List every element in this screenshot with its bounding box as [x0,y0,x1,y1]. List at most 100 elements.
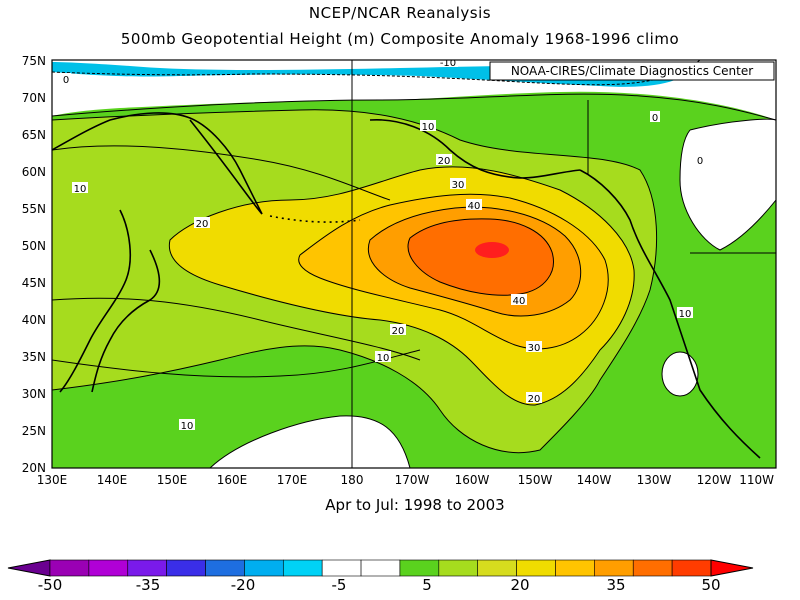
legend-label: 35 [606,576,625,594]
lon-label: 170E [277,473,308,487]
contour-label: 0 [697,156,703,167]
legend-swatch [399,559,440,577]
period-label: Apr to Jul: 1998 to 2003 [325,496,505,514]
contour-label: 10 [679,309,692,320]
legend-swatch [555,559,595,577]
contour-label: 0 [652,113,658,124]
lon-label: 160W [455,473,490,487]
color-legend [7,559,754,577]
coast-siberia [52,112,263,215]
coast-na-west [579,169,761,459]
legend-swatch [282,559,323,577]
legend-swatch [438,559,479,577]
legend-swatch [594,559,634,577]
contour-neg10 [52,60,701,86]
lon-label: 140E [97,473,128,487]
lat-label: 55N [22,202,46,216]
contour-0-blob [661,351,699,397]
map-frame [51,59,777,469]
lat-label: 65N [22,128,46,142]
fill-40-50 [408,218,554,296]
legend-swatch [710,559,754,577]
lat-label: 20N [22,461,46,475]
lat-label: 35N [22,350,46,364]
lon-label: 180 [341,473,364,487]
legend-swatch [88,559,129,577]
lat-label: 70N [22,91,46,105]
legend-swatch [244,559,284,577]
latitude-axis: 75N 70N 65N 60N 55N 50N 45N 40N 35N 30N … [22,54,46,475]
legend-label: 20 [510,576,529,594]
contour-40 [407,218,554,296]
contour-label: 30 [452,180,465,191]
contour-label: 20 [438,156,451,167]
fill-0-5-east [680,119,776,250]
legend-label: 5 [422,576,432,594]
legend-swatch [632,559,673,577]
contour-label: 40 [468,201,481,212]
legend-label: -5 [332,576,347,594]
credit-text: NOAA-CIRES/Climate Diagnostics Center [511,64,753,78]
fill-0-5-south [210,415,410,468]
fill-50-plus [475,242,509,258]
lon-label: 150W [518,473,553,487]
legend-labels: -50 -35 -20 -5 5 20 35 50 [38,576,721,594]
lon-label: 140W [577,473,612,487]
contour-15-north [52,145,391,201]
contour-0-south [209,415,411,468]
lon-label: 130W [637,473,672,487]
contour-label: 0 [63,75,69,86]
lat-label: 75N [22,54,46,68]
contour-label: 20 [392,326,405,337]
contour-label: 30 [528,343,541,354]
contour-label: 20 [196,219,209,230]
contour-20 [168,166,635,406]
contour-35 [367,206,582,317]
contour-30 [298,193,609,350]
lon-label: 110W [739,473,774,487]
contour-10 [52,109,658,454]
contour-label: 10 [181,421,194,432]
contour-label: 40 [513,296,526,307]
legend-swatch [321,559,362,577]
fill-0-5-blob [662,352,698,396]
legend-swatch [205,559,245,577]
lat-label: 25N [22,424,46,438]
contour-label: 10 [422,122,435,133]
chart-title: NCEP/NCAR Reanalysis [308,4,492,22]
legend-swatch [360,559,401,577]
legend-swatch [7,559,51,577]
lon-label: 170W [395,473,430,487]
contour-label: 10 [377,353,390,364]
coastlines [52,112,761,459]
lat-label: 40N [22,313,46,327]
contour-label: 20 [528,394,541,405]
lat-label: 50N [22,239,46,253]
legend-swatch [477,559,517,577]
contour-label: -10 [440,58,456,69]
coast-japan [91,249,161,393]
credit-box: NOAA-CIRES/Climate Diagnostics Center [489,61,775,81]
legend-swatch [166,559,206,577]
longitude-axis: 130E 140E 150E 160E 170E 180 170W 160W 1… [37,473,774,487]
legend-swatch [671,559,712,577]
map-fill-layer: 0 10 0 0 10 20 30 40 20 40 30 20 10 20 1… [52,58,776,468]
lat-label: 60N [22,165,46,179]
chart-subtitle: 500mb Geopotential Height (m) Composite … [120,30,680,48]
lon-label: 150E [157,473,188,487]
legend-label: -20 [231,576,256,594]
boundaries [351,60,776,468]
contour-15 [52,297,421,361]
contour-label-group: 0 10 0 0 10 20 30 40 20 40 30 20 10 20 1… [61,58,705,432]
coast-alaska [369,119,581,179]
lat-label: 30N [22,387,46,401]
contour-label: 10 [74,184,87,195]
lon-label: 160E [217,473,248,487]
legend-swatch [516,559,556,577]
legend-swatch [49,559,90,577]
legend-label: 50 [701,576,720,594]
contour-0-east [679,118,776,251]
legend-swatch [127,559,167,577]
lon-label: 130E [37,473,68,487]
